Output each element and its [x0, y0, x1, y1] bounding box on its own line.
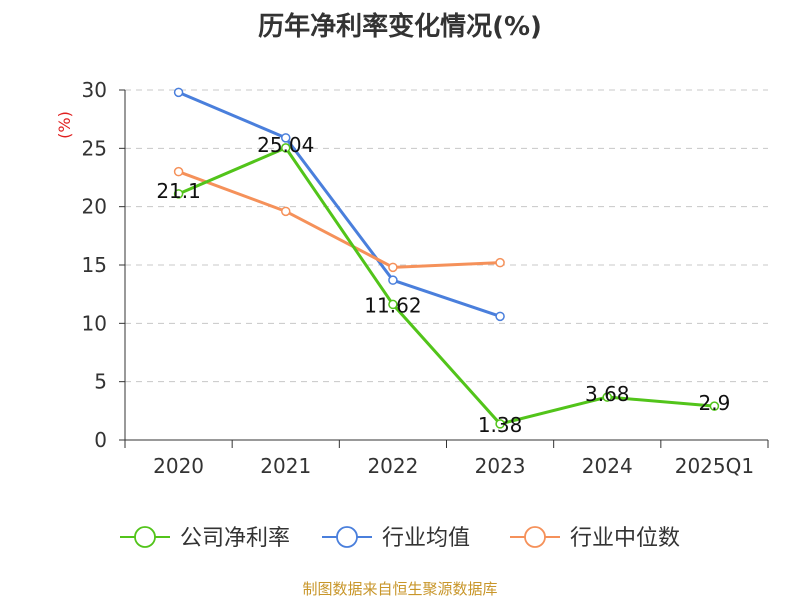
- source-note: 制图数据来自恒生聚源数据库: [302, 580, 498, 598]
- x-tick-label: 2025Q1: [675, 454, 754, 478]
- data-point: [281, 206, 291, 217]
- data-point: [173, 189, 184, 199]
- legend-marker: [336, 526, 358, 548]
- legend-label: 行业中位数: [570, 526, 680, 551]
- x-tick-label: 2020: [153, 454, 204, 478]
- x-tick-label: 2024: [582, 454, 633, 478]
- y-tick-label: 20: [82, 195, 107, 219]
- data-label: 1.38: [478, 413, 523, 437]
- data-point: [602, 392, 612, 402]
- data-point: [495, 311, 505, 322]
- data-point: [388, 299, 398, 310]
- data-point: [281, 133, 291, 143]
- y-tick-label: 10: [82, 311, 107, 335]
- data-point: [709, 401, 720, 411]
- data-label: 2.9: [699, 391, 731, 415]
- data-point: [495, 419, 505, 429]
- y-tick-label: 5: [94, 370, 107, 394]
- x-tick-label: 2022: [367, 454, 418, 478]
- data-point: [173, 166, 184, 177]
- x-tick-label: 2021: [260, 454, 311, 478]
- data-label: 3.68: [585, 382, 630, 406]
- series-line: [177, 90, 501, 318]
- series-line: [178, 170, 501, 269]
- y-tick-label: 0: [94, 428, 107, 452]
- x-tick-label: 2023: [475, 454, 526, 478]
- y-axis-label: (%): [55, 111, 74, 139]
- data-label: 11.62: [364, 293, 421, 317]
- data-point: [495, 257, 505, 268]
- data-point: [388, 262, 398, 273]
- legend-marker: [524, 526, 546, 548]
- data-point: [388, 275, 398, 285]
- data-label: 21.1: [156, 179, 201, 203]
- chart-title: 历年净利率变化情况(%): [258, 12, 542, 42]
- y-tick-label: 25: [82, 136, 107, 160]
- data-point: [281, 143, 291, 153]
- data-label: 25.04: [257, 133, 314, 157]
- legend-marker: [134, 526, 156, 548]
- y-tick-label: 15: [82, 253, 107, 277]
- legend-label: 行业均值: [382, 526, 470, 551]
- legend-label: 公司净利率: [180, 526, 290, 551]
- y-tick-label: 30: [82, 78, 107, 102]
- series-line: [177, 146, 715, 426]
- data-point: [173, 87, 184, 98]
